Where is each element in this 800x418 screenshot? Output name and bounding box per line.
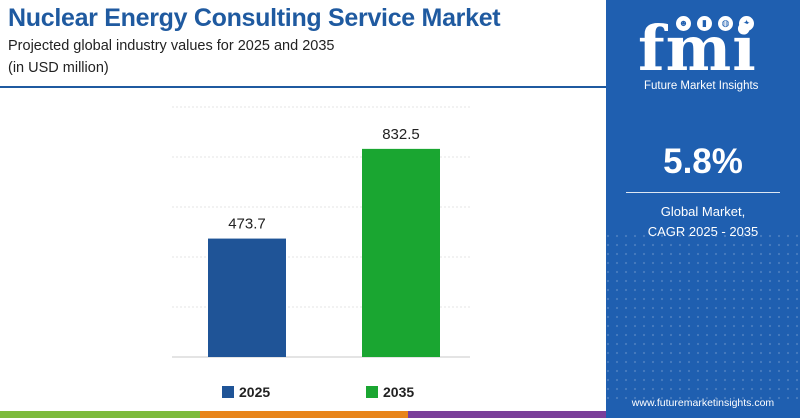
data-label-2035: 832.5 bbox=[382, 126, 420, 143]
legend-item-2025: 2025 bbox=[222, 381, 270, 403]
logo-icons: ☻ ▮ ◍ ✦ bbox=[676, 16, 754, 31]
chart-title: Nuclear Energy Consulting Service Market bbox=[8, 4, 501, 32]
cagr-label-line1: Global Market, bbox=[660, 204, 746, 219]
lightbulb-icon: ✦ bbox=[739, 16, 754, 31]
panel-divider bbox=[626, 192, 780, 193]
cagr-panel: ☻ ▮ ◍ ✦ fmi Future Market Insights 5.8% … bbox=[606, 0, 800, 418]
chart-subtitle: Projected global industry values for 202… bbox=[8, 38, 335, 54]
globe-icon: ◍ bbox=[718, 16, 733, 31]
bar-chart: 473.7 832.5 bbox=[172, 106, 470, 358]
legend-swatch-2025 bbox=[222, 386, 234, 398]
legend-label-2035: 2035 bbox=[383, 384, 415, 400]
header-divider bbox=[0, 86, 606, 88]
legend-item-2035: 2035 bbox=[366, 381, 414, 403]
bar-2025 bbox=[208, 238, 286, 357]
data-label-2025: 473.7 bbox=[228, 216, 266, 233]
website-url[interactable]: www.futuremarketinsights.com bbox=[631, 397, 775, 409]
fmi-logo: fmi bbox=[638, 12, 757, 85]
panel-dot-pattern bbox=[606, 230, 800, 400]
cagr-label-line2: CAGR 2025 - 2035 bbox=[647, 224, 759, 239]
cagr-value: 5.8% bbox=[663, 142, 743, 181]
cagr-label: Global Market, CAGR 2025 - 2035 bbox=[606, 202, 800, 242]
unit-note: (in USD million) bbox=[8, 60, 109, 76]
strip-segment-purple bbox=[408, 411, 606, 418]
chart-icon: ▮ bbox=[697, 16, 712, 31]
strip-segment-green bbox=[0, 411, 200, 418]
legend-label-2025: 2025 bbox=[239, 384, 271, 400]
logo-subtitle: Future Market Insights bbox=[644, 80, 759, 92]
bottom-color-strip bbox=[0, 411, 606, 418]
bar-2035 bbox=[362, 148, 440, 357]
legend-swatch-2035 bbox=[366, 386, 378, 398]
strip-segment-orange bbox=[200, 411, 408, 418]
person-icon: ☻ bbox=[676, 16, 691, 31]
